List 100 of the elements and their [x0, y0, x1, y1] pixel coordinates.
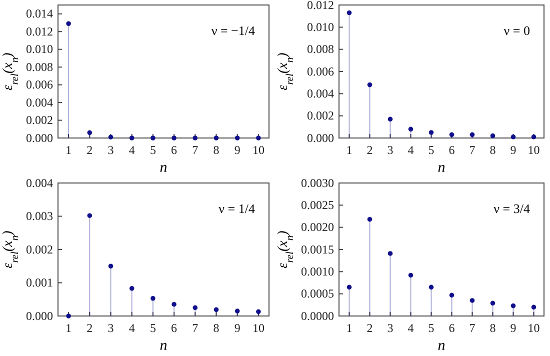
x-tick-label: 9: [510, 143, 516, 158]
y-tick-label: 0.008: [307, 42, 334, 56]
point: [87, 213, 92, 218]
x-tick-label: 8: [213, 321, 220, 336]
x-axis-title: n: [160, 338, 168, 354]
x-tick-label: 9: [234, 321, 240, 336]
x-tick-label: 3: [387, 321, 394, 336]
x-tick-label: 2: [366, 321, 373, 336]
y-tick-label: 0.003: [26, 209, 53, 224]
x-tick-label: 1: [66, 143, 72, 158]
x-tick-label: 1: [346, 321, 352, 336]
x-tick-label: 9: [234, 143, 240, 158]
y-tick-label: 0.006: [307, 64, 334, 78]
y-tick-label: 0.0030: [301, 176, 334, 190]
x-tick-label: 4: [128, 143, 135, 158]
y-tick-label: 0.001: [26, 276, 53, 290]
y-tick-label: 0.002: [26, 242, 53, 256]
point: [367, 216, 372, 222]
y-tick-label: 0.010: [26, 42, 53, 56]
x-axis-title: n: [438, 338, 446, 354]
y-tick-label: 0.004: [26, 176, 53, 190]
y-tick-label: 0.012: [307, 0, 334, 12]
point: [490, 300, 496, 306]
point: [388, 116, 393, 122]
y-tick-label: 0.000: [26, 130, 53, 145]
point: [408, 272, 414, 278]
annotation: ν = −1/4: [211, 23, 256, 38]
y-tick-label: 0.010: [307, 20, 334, 34]
x-tick-label: 2: [86, 321, 93, 336]
x-tick-label: 5: [150, 143, 156, 158]
x-tick-label: 7: [192, 143, 198, 158]
x-tick-label: 6: [171, 321, 178, 336]
x-tick-label: 10: [528, 143, 540, 158]
point: [367, 82, 372, 88]
x-tick-label: 10: [528, 321, 540, 336]
y-tick-label: 0.000: [26, 308, 53, 323]
point: [428, 284, 434, 290]
y-tick-label: 0.014: [26, 6, 53, 21]
x-tick-label: 5: [428, 143, 434, 158]
point: [470, 298, 475, 303]
x-axis-title: n: [160, 160, 168, 176]
point: [408, 126, 414, 132]
x-tick-label: 8: [490, 143, 496, 158]
x-tick-label: 1: [66, 321, 72, 336]
point: [66, 21, 71, 26]
y-tick-label: 0.0000: [301, 308, 334, 323]
x-tick-label: 2: [366, 143, 373, 158]
y-tick-label: 0.0010: [301, 264, 334, 279]
x-tick-label: 10: [252, 321, 264, 336]
y-tick-label: 0.000: [307, 130, 334, 145]
y-tick-label: 0.002: [307, 108, 334, 123]
point: [346, 10, 352, 16]
point: [214, 307, 219, 312]
x-tick-label: 6: [448, 143, 455, 158]
point: [192, 305, 198, 310]
x-tick-label: 5: [150, 321, 156, 336]
x-tick-label: 10: [252, 143, 264, 158]
y-tick-label: 0.0015: [301, 242, 334, 256]
y-tick-label: 0.0020: [301, 220, 334, 234]
x-tick-label: 6: [171, 143, 178, 158]
annotation: ν = 3/4: [494, 201, 530, 216]
y-tick-label: 0.002: [26, 113, 53, 128]
annotation: ν = 0: [504, 23, 530, 38]
x-tick-label: 4: [128, 321, 135, 336]
x-tick-label: 1: [346, 143, 352, 158]
point: [449, 292, 454, 298]
x-tick-label: 8: [213, 143, 220, 158]
y-tick-label: 0.004: [307, 86, 334, 101]
x-axis-title: n: [438, 160, 446, 176]
x-tick-label: 8: [490, 321, 496, 336]
point: [346, 284, 352, 290]
y-tick-label: 0.012: [26, 24, 53, 38]
x-tick-label: 4: [408, 143, 414, 158]
x-tick-label: 6: [448, 321, 455, 336]
point: [234, 308, 240, 314]
point: [87, 130, 92, 136]
x-tick-label: 3: [108, 143, 114, 158]
x-tick-label: 3: [387, 143, 394, 158]
x-tick-label: 3: [108, 321, 114, 336]
point: [150, 296, 156, 301]
x-tick-label: 2: [86, 143, 93, 158]
y-tick-label: 0.0005: [301, 286, 334, 301]
y-tick-label: 0.0025: [301, 198, 334, 212]
x-tick-label: 7: [469, 321, 476, 336]
y-tick-label: 0.008: [26, 60, 53, 74]
point: [388, 251, 393, 256]
y-tick-label: 0.004: [26, 95, 53, 110]
x-tick-label: 9: [510, 321, 516, 336]
x-tick-label: 7: [192, 321, 198, 336]
point: [108, 264, 114, 269]
point: [172, 302, 176, 307]
point: [428, 130, 434, 135]
y-tick-label: 0.006: [26, 78, 53, 92]
annotation: ν = 1/4: [218, 201, 256, 216]
point: [129, 286, 134, 291]
x-tick-label: 4: [408, 321, 414, 336]
point: [510, 303, 516, 308]
point: [531, 304, 536, 310]
x-tick-label: 5: [428, 321, 434, 336]
x-tick-label: 7: [469, 143, 476, 158]
